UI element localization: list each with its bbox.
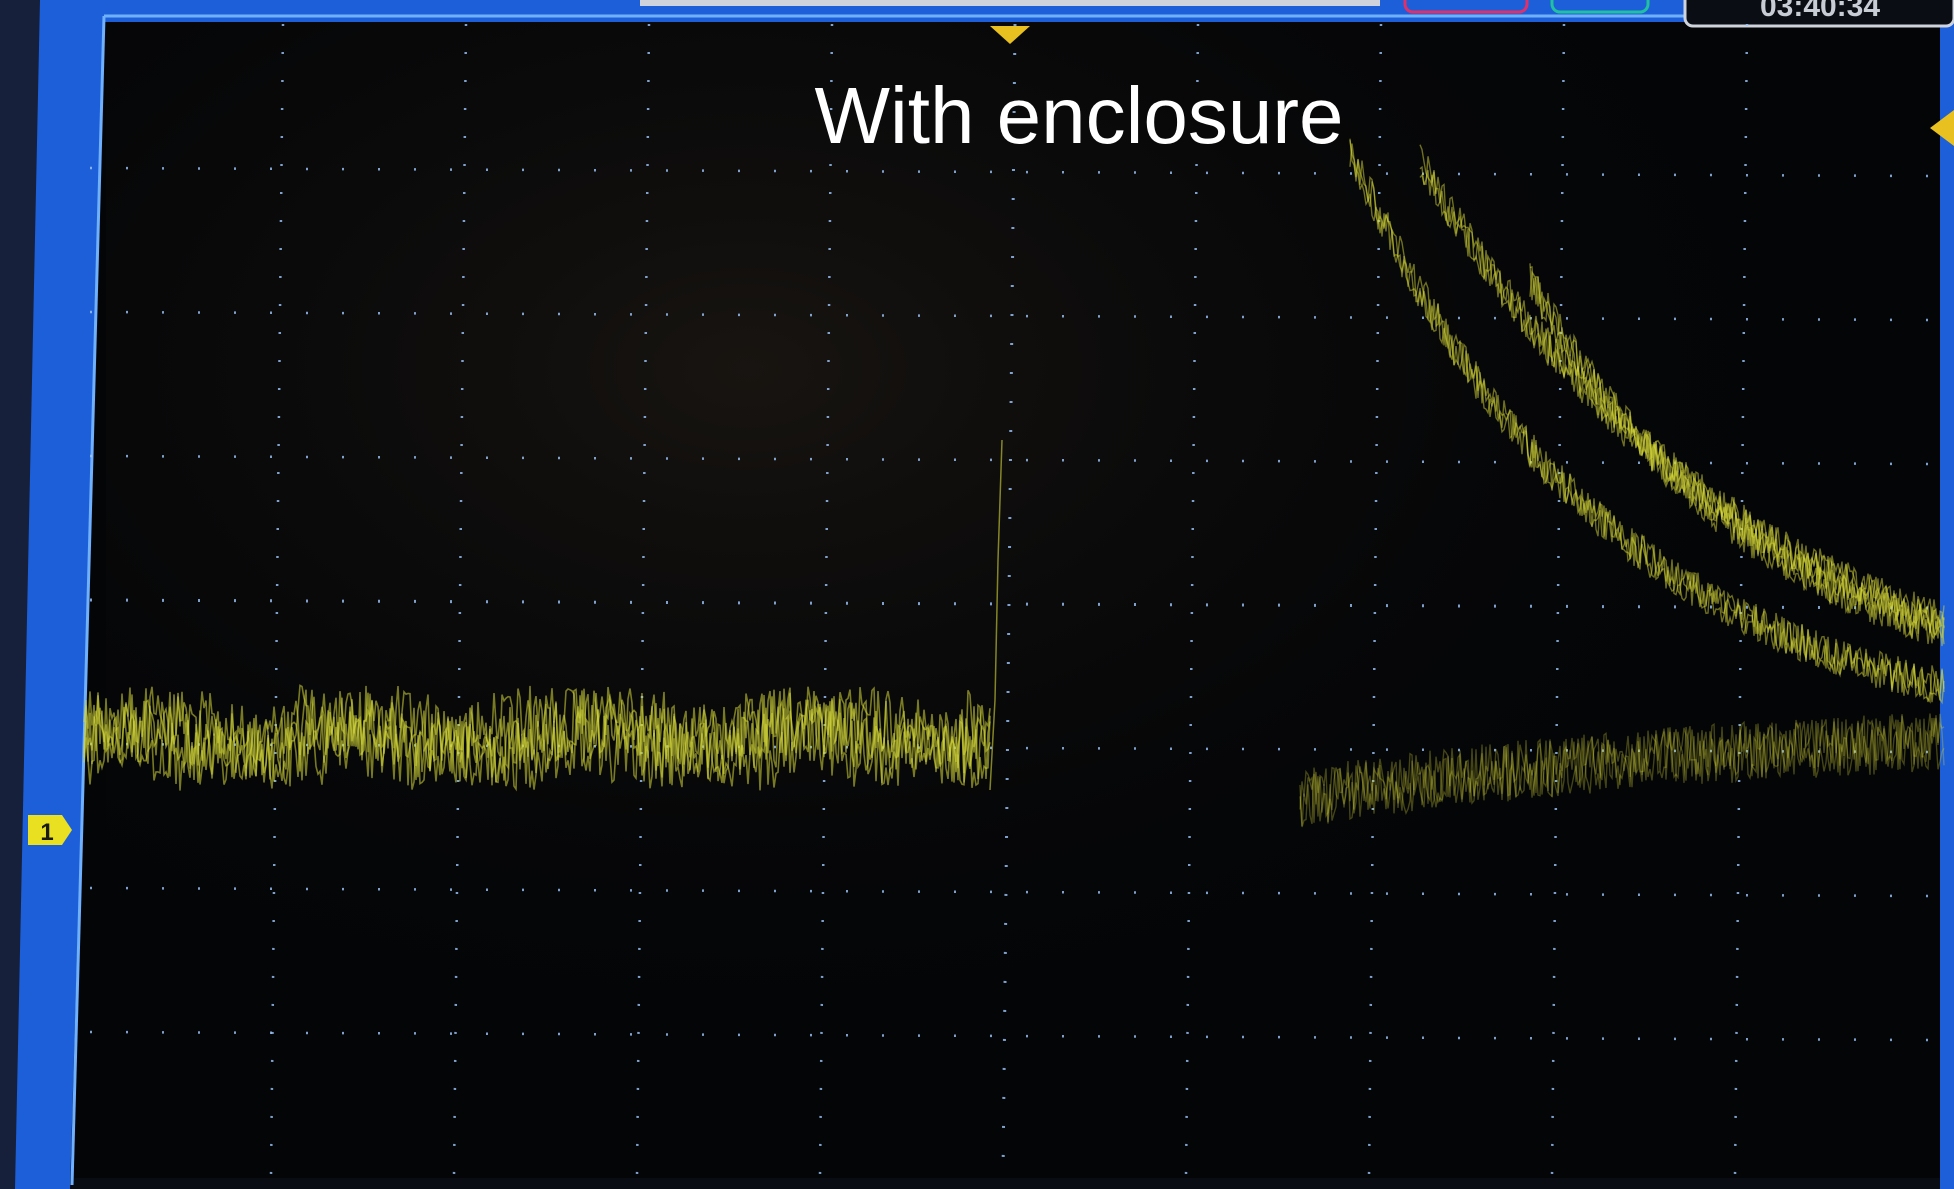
trace-line [1299, 714, 1945, 828]
overlay-title: With enclosure [814, 71, 1343, 160]
trace-line [1299, 713, 1945, 827]
trace-line [1529, 263, 1945, 645]
trace-line [1419, 165, 1945, 638]
indicator [1403, 0, 1529, 14]
bezel-line [70, 15, 106, 1186]
clock-box [1683, 0, 1954, 28]
status-bar [640, 0, 1380, 6]
trace-line [83, 684, 991, 791]
waveform [83, 138, 1945, 828]
trace-line [1349, 140, 1945, 704]
trace-line [83, 685, 991, 789]
trace-line [83, 686, 991, 788]
trigger-marker [990, 26, 1030, 44]
trace-line [1419, 156, 1945, 634]
channel-label: 1 [40, 819, 53, 846]
bezel-right [1940, 0, 1954, 1189]
channel-marker: 1 [28, 815, 72, 846]
trace-line [1349, 143, 1945, 705]
bezel-edge [0, 0, 40, 1189]
trigger-level-marker [1930, 110, 1954, 146]
clock: 03:40:34 [1760, 0, 1880, 23]
channel-marker-shape [28, 815, 72, 845]
trace-line [989, 439, 1003, 791]
screen-glare [106, 22, 1940, 1178]
trace-line [1299, 713, 1945, 824]
indicator [1550, 0, 1650, 14]
